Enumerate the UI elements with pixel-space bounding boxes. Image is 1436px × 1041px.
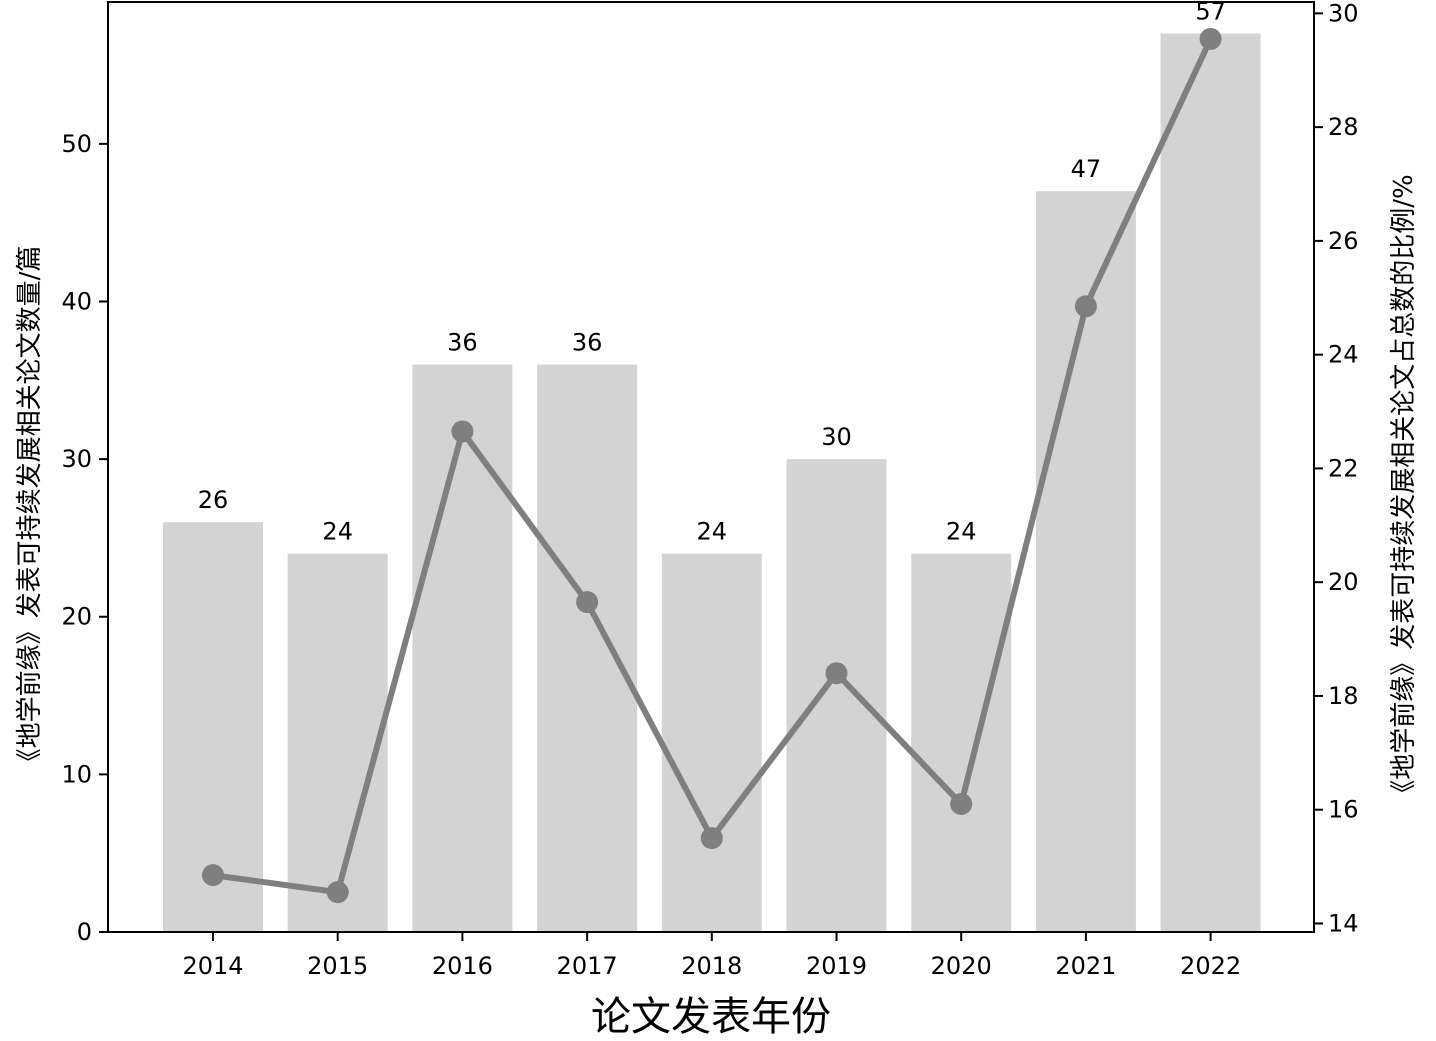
ratio-point-2020 [950, 793, 973, 816]
y-tick-label-0: 0 [77, 918, 92, 946]
y2-tick-label-28: 28 [1328, 113, 1359, 141]
y2-tick-label-26: 26 [1328, 227, 1359, 255]
y-tick-label-20: 20 [61, 603, 92, 631]
x-tick-label-2015: 2015 [307, 952, 368, 980]
x-tick-label-2018: 2018 [681, 952, 742, 980]
y-axis-title-right: 《地学前缘》发表可持续发展相关论文占总数的比例/% [1389, 174, 1419, 805]
x-tick-label-2014: 2014 [182, 952, 243, 980]
bar-value-label-2020: 24 [946, 518, 977, 546]
bar-2015 [287, 553, 388, 932]
bar-2016 [412, 364, 513, 932]
x-tick-label-2017: 2017 [557, 952, 618, 980]
y2-tick-label-22: 22 [1328, 454, 1359, 482]
bar-value-label-2015: 24 [322, 518, 353, 546]
ratio-point-2014 [202, 864, 224, 887]
bar-2020 [911, 553, 1012, 932]
labels-layer: 26 24 36 36 24 30 24 47 57 [198, 0, 1226, 546]
bar-2019 [786, 459, 887, 932]
x-tick-label-2020: 2020 [931, 952, 992, 980]
y-tick-label-10: 10 [61, 760, 92, 788]
y2-tick-label-18: 18 [1328, 682, 1359, 710]
y2-tick-label-14: 14 [1328, 909, 1359, 937]
bars-layer [163, 33, 1261, 933]
x-tick-label-2019: 2019 [806, 952, 867, 980]
y-tick-label-50: 50 [61, 130, 92, 158]
ratio-point-2019 [825, 662, 848, 685]
y-tick-label-30: 30 [61, 445, 92, 473]
bar-value-label-2018: 24 [697, 518, 728, 546]
ratio-point-2021 [1074, 295, 1097, 318]
bar-value-label-2017: 36 [572, 329, 603, 357]
bar-2022 [1160, 33, 1261, 932]
ratio-point-2018 [700, 827, 723, 850]
bar-value-label-2021: 47 [1071, 155, 1102, 183]
x-axis-title: 论文发表年份 [591, 994, 831, 1040]
bar-2018 [661, 553, 762, 932]
bar-value-label-2016: 36 [447, 329, 478, 357]
bar-value-label-2022: 57 [1195, 0, 1226, 26]
x-tick-label-2021: 2021 [1055, 952, 1116, 980]
y2-tick-label-30: 30 [1328, 0, 1359, 27]
ratio-point-2015 [326, 881, 349, 904]
x-tick-label-2016: 2016 [432, 952, 493, 980]
y-axis-title-left: 《地学前缘》发表可持续发展相关论文数量/篇 [15, 246, 45, 775]
bar-2014 [163, 522, 263, 932]
bar-value-label-2019: 30 [821, 423, 852, 451]
y2-tick-label-16: 16 [1328, 796, 1359, 824]
y2-tick-label-24: 24 [1328, 341, 1359, 369]
ratio-point-2022 [1199, 27, 1222, 50]
x-tick-label-2022: 2022 [1180, 952, 1241, 980]
line-layer [202, 27, 1222, 904]
ratio-point-2017 [576, 591, 599, 614]
ratio-point-2016 [451, 420, 474, 443]
y2-tick-label-20: 20 [1328, 568, 1359, 596]
y-tick-label-40: 40 [61, 287, 92, 315]
bar-2017 [537, 364, 638, 932]
bar-value-label-2014: 26 [198, 486, 229, 514]
